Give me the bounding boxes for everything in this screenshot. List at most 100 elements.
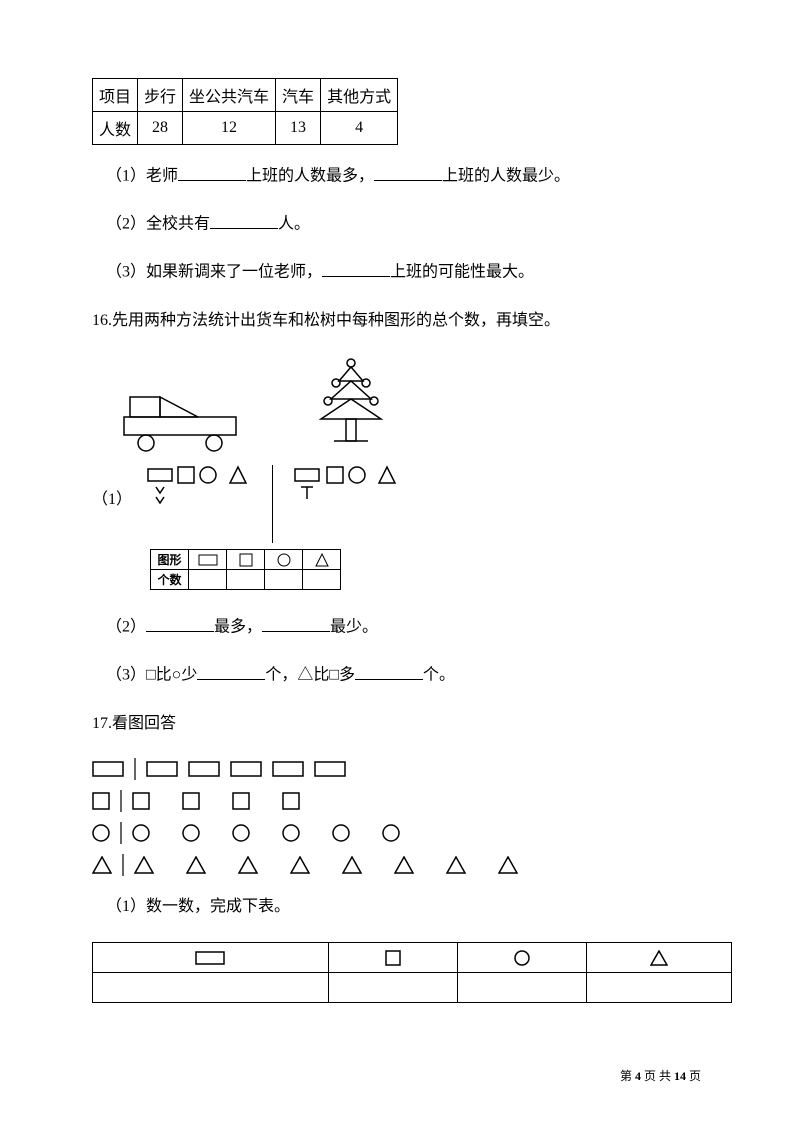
q17-answer-table <box>92 942 732 1003</box>
t3-rect-icon <box>93 942 329 972</box>
tally-left-shapes-icon <box>144 465 254 525</box>
tally-right-shapes-icon <box>291 465 411 525</box>
rect-icon <box>146 761 178 777</box>
square-icon <box>232 792 250 810</box>
q16-sub1-label: （1） <box>92 465 126 509</box>
rect-icon <box>314 761 346 777</box>
triangle-icon <box>446 856 466 874</box>
t2-h: 图形 <box>151 550 189 570</box>
q15-p2b: 人。 <box>278 216 310 233</box>
t2-blank[interactable] <box>303 570 341 590</box>
t3-blank[interactable] <box>93 972 329 1002</box>
t1-h3: 汽车 <box>276 79 321 112</box>
t2-blank[interactable] <box>227 570 265 590</box>
q16-p3: （3）□比○少 个，△比□多 个。 <box>92 662 723 688</box>
rect-icon <box>188 761 220 777</box>
q15-p3: （3）如果新调来了一位老师， 上班的可能性最大。 <box>92 259 723 285</box>
circle-icon <box>232 824 250 842</box>
divider-icon <box>120 790 122 812</box>
blank[interactable] <box>146 614 214 632</box>
t2-blank[interactable] <box>265 570 303 590</box>
pine-tree-icon <box>306 355 396 455</box>
q16-figures <box>118 355 723 455</box>
triangle-icon <box>498 856 518 874</box>
q16-tally: （1） <box>92 465 723 543</box>
t2-c: 个数 <box>151 570 189 590</box>
q16-p2a: （2） <box>106 619 146 636</box>
t1-h1: 步行 <box>138 79 183 112</box>
page-number: 第 4 页 共 14 页 <box>620 1067 701 1084</box>
square-icon <box>92 792 110 810</box>
divider-icon <box>122 854 124 876</box>
q15-p2: （2）全校共有 人。 <box>92 211 723 237</box>
t3-square-icon <box>328 942 457 972</box>
blank[interactable] <box>355 662 423 680</box>
q17-p1: （1）数一数，完成下表。 <box>92 894 723 920</box>
t1-h0: 项目 <box>93 79 138 112</box>
q15-p1a: （1）老师 <box>106 168 178 185</box>
t2-rect-icon <box>189 550 227 570</box>
square-icon <box>182 792 200 810</box>
blank[interactable] <box>210 211 278 229</box>
blank[interactable] <box>178 163 246 181</box>
tally-right <box>291 465 411 525</box>
q16-shape-table: 图形 个数 <box>150 549 341 590</box>
q16-p3b: 个，△比□多 <box>265 667 355 684</box>
divider-icon <box>134 758 136 780</box>
q15-p3a: （3）如果新调来了一位老师， <box>106 264 322 281</box>
t1-h2: 坐公共汽车 <box>183 79 276 112</box>
t2-circle-icon <box>265 550 303 570</box>
q15-p1b: 上班的人数最多， <box>246 168 374 185</box>
blank[interactable] <box>262 614 330 632</box>
blank[interactable] <box>374 163 442 181</box>
tally-left <box>144 465 254 525</box>
q15-p2a: （2）全校共有 <box>106 216 210 233</box>
t1-rlabel: 人数 <box>93 112 138 145</box>
rect-icon <box>92 761 124 777</box>
q15-p1: （1）老师 上班的人数最多， 上班的人数最少。 <box>92 163 723 189</box>
circle-icon <box>282 824 300 842</box>
t1-v1: 12 <box>183 112 276 145</box>
circle-icon <box>382 824 400 842</box>
square-icon <box>282 792 300 810</box>
triangle-icon <box>290 856 310 874</box>
triangle-icon <box>238 856 258 874</box>
t2-blank[interactable] <box>189 570 227 590</box>
triangle-icon <box>92 856 112 874</box>
divider-icon <box>120 822 122 844</box>
t3-blank[interactable] <box>587 972 732 1002</box>
q17-shapes <box>92 758 723 876</box>
square-icon <box>132 792 150 810</box>
t3-blank[interactable] <box>328 972 457 1002</box>
triangle-icon <box>134 856 154 874</box>
q16-p2b: 最多， <box>214 619 262 636</box>
t1-v0: 28 <box>138 112 183 145</box>
triangle-icon <box>186 856 206 874</box>
truck-icon <box>118 385 248 455</box>
triangle-icon <box>342 856 362 874</box>
t3-triangle-icon <box>587 942 732 972</box>
blank[interactable] <box>322 259 390 277</box>
t3-blank[interactable] <box>458 972 587 1002</box>
q16-title: 16.先用两种方法统计出货车和松树中每种图形的总个数，再填空。 <box>92 308 723 334</box>
t1-v2: 13 <box>276 112 321 145</box>
t2-square-icon <box>227 550 265 570</box>
q17-row-rect <box>92 758 723 780</box>
q16-p3a: （3）□比○少 <box>106 667 197 684</box>
t1-h4: 其他方式 <box>321 79 398 112</box>
circle-icon <box>332 824 350 842</box>
q16-p3c: 个。 <box>423 667 455 684</box>
blank[interactable] <box>197 662 265 680</box>
tally-divider <box>272 465 273 543</box>
q17-row-triangle <box>92 854 723 876</box>
t1-v3: 4 <box>321 112 398 145</box>
q17-row-circle <box>92 822 723 844</box>
t2-triangle-icon <box>303 550 341 570</box>
q17-row-square <box>92 790 723 812</box>
q15-p3b: 上班的可能性最大。 <box>390 264 534 281</box>
triangle-icon <box>394 856 414 874</box>
q15-table: 项目 步行 坐公共汽车 汽车 其他方式 人数 28 12 13 4 <box>92 78 398 145</box>
rect-icon <box>230 761 262 777</box>
q15-p1c: 上班的人数最少。 <box>442 168 570 185</box>
circle-icon <box>92 824 110 842</box>
